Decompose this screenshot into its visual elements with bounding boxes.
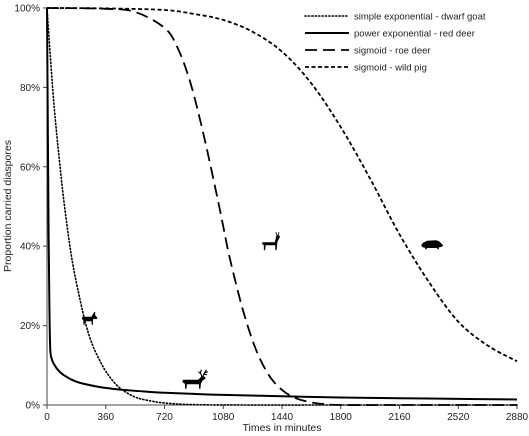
y-axis-title: Proportion carried diaspores (2, 140, 14, 272)
series-line-1 (46, 7, 518, 406)
goat-icon (81, 311, 98, 325)
y-tick-label: 0% (26, 401, 41, 412)
x-tick-label: 0 (44, 412, 50, 423)
x-tick-label: 2160 (388, 412, 411, 423)
ticks: 0 360 720 1080 1440 1800 2160 2520 2880 0% 20% 40% 6… (14, 4, 528, 424)
x-tick-label: 720 (156, 412, 173, 423)
y-tick-label: 80% (20, 83, 40, 94)
series-line-3 (46, 7, 517, 406)
legend-label: simple exponential - dwarf goat (354, 12, 486, 23)
red-deer-icon (182, 369, 209, 389)
x-tick-label: 1800 (330, 412, 353, 423)
y-tick-label: 60% (20, 162, 40, 173)
y-tick-label: 40% (20, 242, 40, 253)
x-tick-label: 1440 (271, 412, 294, 423)
axes (46, 8, 517, 406)
y-tick-label: 20% (20, 321, 40, 332)
series-line-2 (46, 7, 518, 401)
legend: simple exponential - dwarf goat power exp… (304, 12, 486, 74)
legend-label: power exponential - red deer (354, 29, 475, 40)
icon-layer (81, 232, 444, 389)
x-tick-label: 2520 (447, 412, 470, 423)
series-line-4 (46, 7, 518, 363)
legend-label: sigmoid - roe deer (354, 46, 431, 57)
y-tick-label: 100% (14, 4, 40, 15)
legend-label: sigmoid - wild pig (354, 63, 427, 74)
roe-deer-icon (261, 232, 281, 251)
x-axis-title: Times in minutes (243, 422, 322, 434)
x-tick-label: 2880 (506, 412, 529, 423)
wild-pig-icon (421, 240, 444, 250)
series-layer (46, 7, 518, 406)
x-tick-label: 1080 (212, 412, 235, 423)
x-tick-label: 360 (97, 412, 114, 423)
